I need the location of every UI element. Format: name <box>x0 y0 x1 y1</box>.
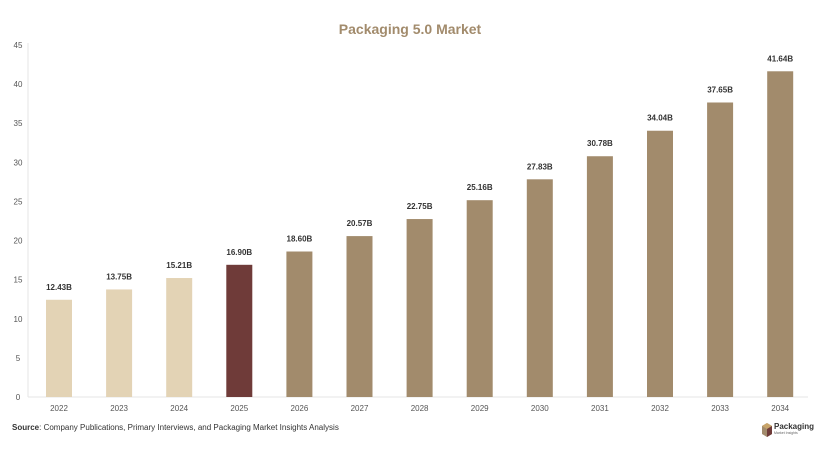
x-tick-label: 2024 <box>170 404 188 413</box>
bar-2029 <box>466 200 493 397</box>
bar-2027 <box>346 236 373 397</box>
data-label-2032: 34.04B <box>647 114 673 123</box>
bar-2032 <box>647 130 673 397</box>
bar-2024 <box>166 278 193 397</box>
y-tick-label: 40 <box>14 80 23 89</box>
y-tick-label: 30 <box>14 158 23 167</box>
y-tick-label: 35 <box>14 119 23 128</box>
y-tick-label: 5 <box>16 354 21 363</box>
x-tick-label: 2033 <box>711 404 729 413</box>
data-label-2031: 30.78B <box>587 139 613 148</box>
bar-2034 <box>767 71 794 398</box>
company-logo: Packaging Market Insights <box>762 421 820 441</box>
bar-2023 <box>106 289 133 397</box>
source-label: Source <box>12 423 40 432</box>
data-label-2033: 37.65B <box>707 85 733 94</box>
x-tick-label: 2032 <box>651 404 669 413</box>
y-tick-label: 25 <box>14 197 23 206</box>
y-tick-label: 45 <box>14 41 23 50</box>
bar-2031 <box>586 156 613 397</box>
data-label-2030: 27.83B <box>527 162 553 171</box>
bar-2028 <box>406 219 433 397</box>
x-tick-label: 2034 <box>771 404 789 413</box>
logo-tagline: Market Insights <box>774 431 798 435</box>
x-tick-label: 2025 <box>230 404 248 413</box>
bar-2033 <box>707 102 734 397</box>
x-tick-label: 2027 <box>351 404 369 413</box>
y-tick-label: 15 <box>14 276 23 285</box>
x-tick-label: 2026 <box>291 404 309 413</box>
x-tick-label: 2023 <box>110 404 128 413</box>
bar-2030 <box>526 179 553 397</box>
x-tick-label: 2030 <box>531 404 549 413</box>
chart-title: Packaging 5.0 Market <box>338 21 482 37</box>
data-label-2027: 20.57B <box>347 219 373 228</box>
y-tick-label: 0 <box>16 393 21 402</box>
x-tick-label: 2029 <box>471 404 489 413</box>
source-text: : Company Publications, Primary Intervie… <box>39 423 339 432</box>
box-icon <box>762 423 772 437</box>
data-label-2028: 22.75B <box>407 202 433 211</box>
x-tick-label: 2031 <box>591 404 609 413</box>
bar-2026 <box>286 251 313 397</box>
data-label-2025: 16.90B <box>226 248 252 257</box>
source-note: Source: Company Publications, Primary In… <box>12 423 339 432</box>
x-tick-label: 2028 <box>411 404 429 413</box>
bar-2022 <box>46 299 72 397</box>
data-label-2023: 13.75B <box>106 272 132 281</box>
data-label-2029: 25.16B <box>467 183 493 192</box>
data-label-2026: 18.60B <box>287 235 313 244</box>
y-tick-label: 10 <box>14 315 23 324</box>
bar-2025 <box>226 264 253 397</box>
data-label-2022: 12.43B <box>46 283 72 292</box>
data-label-2024: 15.21B <box>166 261 192 270</box>
data-label-2034: 41.64B <box>767 54 793 63</box>
logo-name: Packaging <box>774 422 815 431</box>
y-tick-label: 20 <box>14 237 23 246</box>
x-tick-label: 2022 <box>50 404 68 413</box>
